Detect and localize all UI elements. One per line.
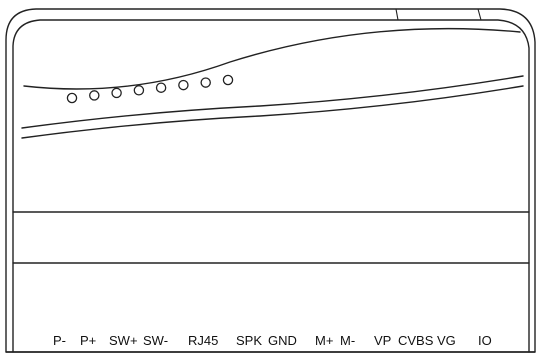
port-label-rj45: RJ45 (188, 333, 218, 348)
led-indicator-row (66, 74, 234, 104)
led-indicator (66, 92, 78, 104)
top-rim-line (477, 8, 482, 21)
led-indicator (178, 79, 189, 91)
led-indicator (133, 85, 145, 96)
port-label-gnd: GND (268, 333, 297, 348)
top-rim-line (395, 8, 399, 21)
port-label-sw-minus: SW- (143, 333, 168, 348)
front-panel-upper-curve (23, 27, 521, 90)
led-indicator (111, 87, 122, 99)
housing-inner-outline (12, 19, 530, 353)
port-label-p-minus: P- (53, 333, 66, 348)
led-indicator (200, 77, 211, 88)
led-indicator (89, 90, 100, 101)
housing-outer-outline (5, 8, 536, 353)
front-panel-lower-curve (21, 85, 524, 139)
port-label-vp: VP (374, 333, 391, 348)
led-indicator (155, 82, 167, 93)
port-label-spk: SPK (236, 333, 262, 348)
led-indicator (222, 74, 234, 86)
port-label-m-minus: M- (340, 333, 355, 348)
port-label-vg: VG (437, 333, 456, 348)
port-label-io: IO (478, 333, 492, 348)
port-label-p-plus: P+ (80, 333, 96, 348)
port-label-row: P- P+ SW+ SW- RJ45 SPK GND M+ M- VP CVBS… (53, 333, 492, 348)
front-panel-lower-curve (21, 75, 524, 129)
port-label-sw-plus: SW+ (109, 333, 138, 348)
port-label-m-plus: M+ (315, 333, 333, 348)
port-label-cvbs: CVBS (398, 333, 434, 348)
